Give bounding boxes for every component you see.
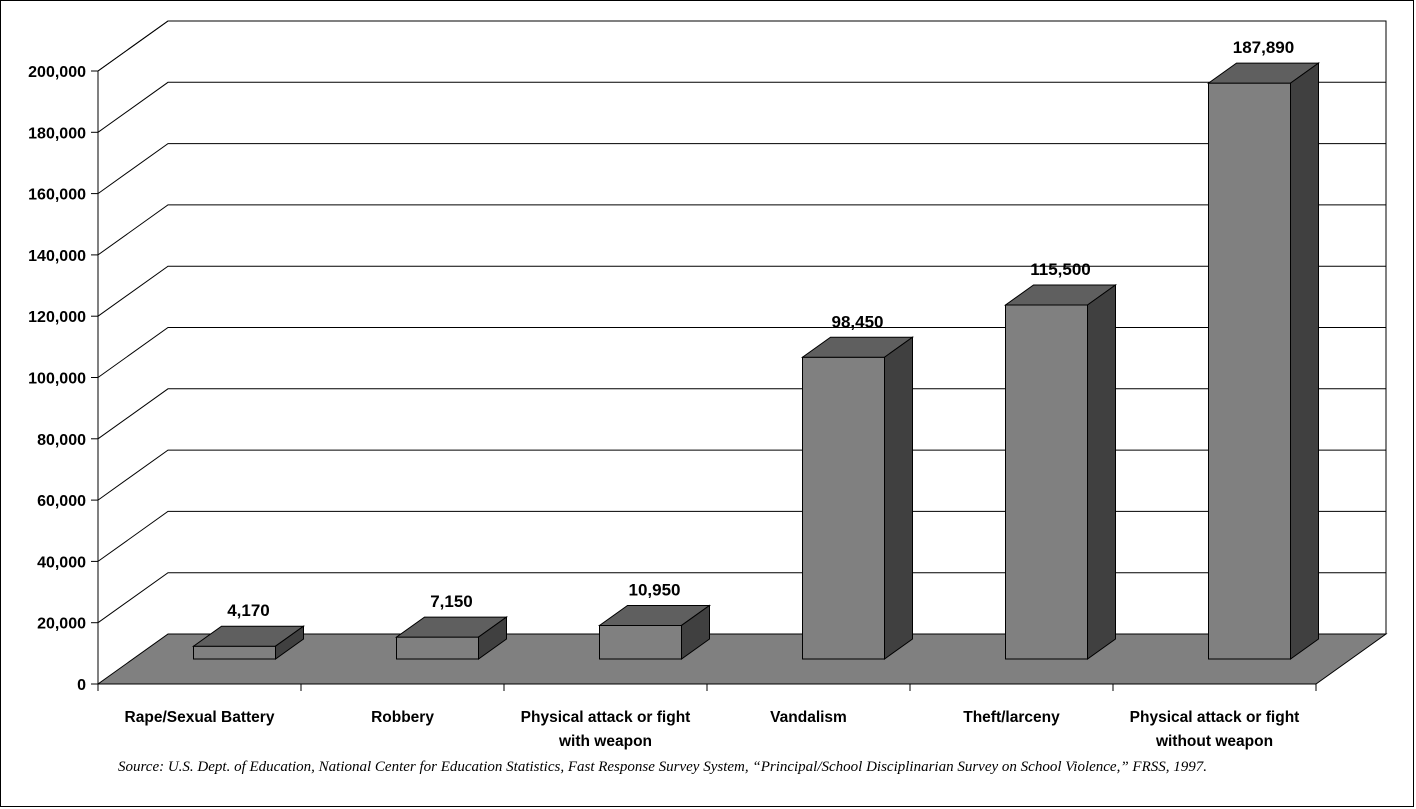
gridline — [97, 327, 1386, 378]
gridlines — [97, 20, 1386, 624]
y-tick-label: 160,000 — [28, 187, 86, 204]
bar — [394, 616, 509, 660]
category-label: Robbery — [371, 709, 434, 726]
gridline — [97, 510, 1386, 562]
gridline — [97, 265, 1386, 317]
y-tick-label: 80,000 — [37, 432, 86, 449]
bar-side — [275, 625, 304, 660]
bar-side — [1087, 284, 1116, 660]
y-tick-label: 200,000 — [28, 64, 86, 81]
category-label: Physical attack or fight — [521, 709, 691, 726]
bar — [1206, 62, 1321, 660]
category-label: with weapon — [558, 733, 652, 750]
bars — [191, 62, 1321, 660]
data-labels: 4,170 7,150 10,950 98,450 115,500 187,890 — [227, 38, 1294, 620]
bar-front — [396, 636, 479, 660]
y-tick-label: 20,000 — [37, 616, 86, 633]
y-tick-label: 0 — [77, 677, 86, 694]
bar — [597, 604, 712, 660]
category-label: Theft/larceny — [963, 709, 1060, 726]
bar-front — [193, 645, 276, 660]
source-note: Source: U.S. Dept. of Education, Nationa… — [118, 759, 1208, 775]
y-tick-label: 140,000 — [28, 248, 86, 265]
chart-walls — [97, 20, 1387, 684]
data-label: 7,150 — [430, 592, 473, 611]
bar — [191, 625, 306, 660]
y-tick-label: 120,000 — [28, 309, 86, 326]
back-wall-outline — [97, 20, 1387, 684]
category-label: without weapon — [1155, 733, 1273, 750]
gridline — [97, 449, 1386, 501]
bar-front — [802, 356, 885, 660]
y-tick-label: 100,000 — [28, 371, 86, 388]
data-label: 10,950 — [629, 580, 681, 599]
gridline — [97, 20, 1386, 72]
bar-side — [681, 604, 710, 660]
data-label: 115,500 — [1030, 260, 1091, 279]
bar-side — [884, 336, 913, 660]
axes — [91, 70, 1317, 691]
y-tick-label: 180,000 — [28, 125, 86, 142]
category-label: Physical attack or fight — [1130, 709, 1300, 726]
bar-front — [1005, 304, 1088, 660]
gridline — [97, 81, 1386, 133]
data-label: 4,170 — [227, 601, 270, 620]
category-label: Rape/Sexual Battery — [125, 709, 275, 726]
gridline — [97, 572, 1386, 624]
y-tick-label: 60,000 — [37, 493, 86, 510]
data-label: 187,890 — [1233, 38, 1294, 57]
y-axis-tick-labels: 0 20,000 40,000 60,000 80,000 100,000 120,000 1… — [28, 64, 86, 694]
bar — [1003, 284, 1118, 660]
bar-side — [478, 616, 507, 660]
category-label: Vandalism — [770, 709, 847, 726]
bar-side — [1290, 62, 1319, 660]
data-label: 98,450 — [832, 312, 884, 331]
bar-front — [1208, 82, 1291, 660]
bar-front — [599, 624, 682, 660]
gridline — [97, 388, 1386, 440]
x-axis-category-labels: Rape/Sexual Battery Robbery Physical attac… — [125, 709, 1300, 750]
y-tick-label: 40,000 — [37, 554, 86, 571]
bar — [800, 336, 915, 660]
gridline — [97, 204, 1386, 256]
gridline — [97, 143, 1386, 195]
